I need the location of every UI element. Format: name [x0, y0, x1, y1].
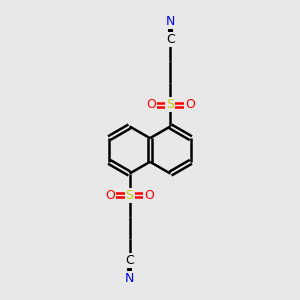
Text: S: S [167, 98, 174, 111]
Text: N: N [125, 272, 134, 285]
Text: O: O [185, 98, 195, 111]
Text: O: O [105, 189, 115, 202]
Text: O: O [146, 98, 156, 111]
Text: N: N [166, 15, 175, 28]
Text: O: O [144, 189, 154, 202]
Text: C: C [166, 33, 175, 46]
Text: S: S [126, 189, 134, 202]
Text: C: C [125, 254, 134, 267]
